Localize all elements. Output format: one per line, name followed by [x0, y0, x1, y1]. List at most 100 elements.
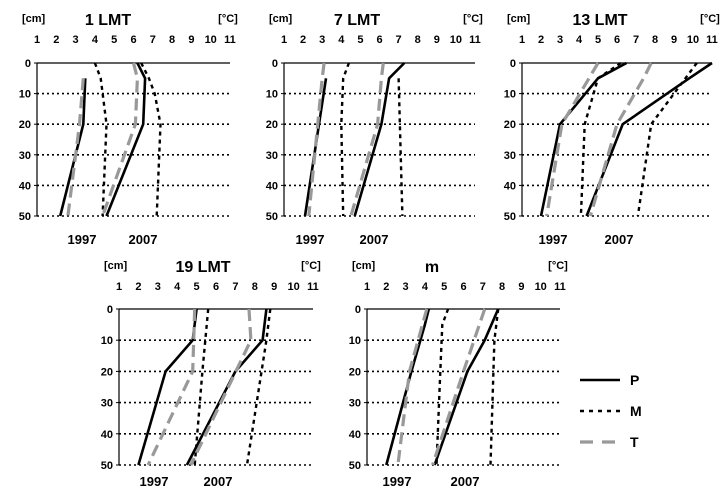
series-line-T-1997	[307, 62, 326, 217]
x-tick-label: 5	[194, 281, 200, 293]
y-tick-label: 0	[510, 58, 516, 70]
year-annotation: 2007	[605, 232, 634, 247]
y-tick-label: 30	[266, 150, 278, 162]
y-tick-label: 30	[349, 398, 361, 410]
x-tick-label: 3	[557, 34, 563, 46]
x-tick-label: 1	[364, 281, 370, 293]
year-annotation: 2007	[451, 474, 480, 489]
y-tick-label: 0	[107, 304, 113, 316]
x-tick-label: 5	[595, 34, 601, 46]
year-annotation: 2007	[360, 232, 389, 247]
y-tick-label: 50	[266, 211, 278, 223]
y-tick-label: 40	[504, 180, 516, 192]
chart-panel: m [cm] [°C] 1 2 3 4 5 6 7 8 9 10 11 0 10 20 30 40 50 1997 200…	[349, 259, 568, 489]
chart-panel: 19 LMT [cm] [°C] 1 2 3 4 5 6 7 8 9 10 11 0 10 20 30 40 50 19…	[101, 259, 321, 489]
series-line-P-1997	[539, 61, 628, 217]
x-tick-label: 4	[422, 281, 429, 293]
chart-title: m	[425, 259, 439, 276]
series-line-T-2007	[101, 62, 139, 217]
series-line-M-2007	[636, 62, 698, 217]
y-axis-unit-label: [cm]	[352, 260, 376, 272]
year-annotation: 1997	[296, 232, 325, 247]
series-line-P-2007	[433, 308, 500, 466]
x-axis-unit-label: [°C]	[463, 13, 483, 25]
x-tick-label: 3	[73, 34, 79, 46]
year-annotation: 1997	[539, 232, 568, 247]
y-tick-label: 10	[19, 89, 31, 101]
x-axis-unit-label: [°C]	[700, 13, 720, 25]
x-tick-label: 2	[135, 281, 141, 293]
chart-panel: 13 LMT [cm] [°C] 1 2 3 4 5 6 7 8 9 10 11 0 10 20 30 40 50 19…	[504, 12, 720, 247]
x-tick-label: 1	[519, 34, 525, 46]
x-tick-label: 4	[576, 34, 583, 46]
x-tick-label: 1	[281, 34, 287, 46]
x-tick-label: 5	[111, 34, 117, 46]
x-tick-label: 10	[287, 281, 299, 293]
y-tick-label: 40	[101, 429, 113, 441]
x-tick-label: 8	[252, 281, 258, 293]
x-tick-label: 6	[460, 281, 466, 293]
x-tick-label: 9	[671, 34, 677, 46]
legend-label-M: M	[630, 403, 642, 419]
y-tick-label: 40	[19, 180, 31, 192]
x-tick-label: 2	[53, 34, 59, 46]
series-line-T-2007	[431, 308, 487, 466]
x-tick-label: 5	[357, 34, 363, 46]
y-tick-label: 0	[272, 58, 278, 70]
y-tick-label: 10	[101, 335, 113, 347]
y-axis-unit-label: [cm]	[507, 13, 531, 25]
x-tick-label: 3	[403, 281, 409, 293]
y-axis-unit-label: [cm]	[22, 13, 46, 25]
x-tick-label: 11	[554, 281, 566, 293]
y-tick-label: 20	[266, 119, 278, 131]
series-line-P-2007	[353, 62, 406, 217]
y-tick-label: 30	[504, 150, 516, 162]
x-tick-label: 9	[434, 34, 440, 46]
y-tick-label: 20	[504, 119, 516, 131]
x-tick-label: 4	[338, 34, 345, 46]
x-tick-label: 11	[224, 34, 236, 46]
x-tick-label: 3	[319, 34, 325, 46]
year-annotation: 2007	[129, 232, 158, 247]
x-tick-label: 8	[169, 34, 175, 46]
y-tick-label: 50	[101, 460, 113, 472]
chart-panel: 7 LMT [cm] [°C] 1 2 3 4 5 6 7 8 9 10 11 0 10 20 30 40 50 199…	[266, 12, 483, 247]
y-tick-label: 20	[349, 366, 361, 378]
x-tick-label: 6	[376, 34, 382, 46]
x-tick-label: 2	[538, 34, 544, 46]
series-line-M-1997	[435, 308, 450, 466]
series-line-T-2007	[588, 62, 653, 217]
x-tick-label: 8	[652, 34, 658, 46]
x-tick-label: 7	[232, 281, 238, 293]
series-line-P-1997	[58, 78, 87, 217]
y-tick-label: 10	[504, 89, 516, 101]
x-tick-label: 10	[205, 34, 217, 46]
x-tick-label: 10	[535, 281, 547, 293]
y-tick-label: 0	[25, 58, 31, 70]
x-tick-label: 8	[499, 281, 505, 293]
series-line-T-1997	[66, 78, 85, 217]
chart-panel: 1 LMT [cm] [°C] 1 2 3 4 5 6 7 8 9 10 11 0 10 20 30 40 50 199…	[19, 12, 238, 247]
year-annotation: 1997	[68, 232, 97, 247]
series-line-P-1997	[137, 308, 198, 466]
x-tick-label: 10	[450, 34, 462, 46]
y-axis-unit-label: [cm]	[104, 260, 128, 272]
y-tick-label: 50	[19, 211, 31, 223]
x-tick-label: 7	[150, 34, 156, 46]
series-line-T-1997	[146, 308, 197, 466]
series-line-M-1997	[93, 62, 108, 217]
y-tick-label: 40	[349, 429, 361, 441]
y-tick-label: 10	[266, 89, 278, 101]
x-tick-label: 4	[174, 281, 181, 293]
series-line-T-2007	[189, 308, 253, 466]
x-axis-unit-label: [°C]	[548, 260, 568, 272]
x-tick-label: 7	[633, 34, 639, 46]
x-tick-label: 2	[300, 34, 306, 46]
y-tick-label: 50	[349, 460, 361, 472]
year-annotation: 1997	[383, 474, 412, 489]
chart-title: 1 LMT	[85, 12, 131, 29]
series-line-P-2007	[105, 62, 147, 217]
legend-label-P: P	[630, 372, 639, 388]
x-tick-label: 11	[469, 34, 481, 46]
